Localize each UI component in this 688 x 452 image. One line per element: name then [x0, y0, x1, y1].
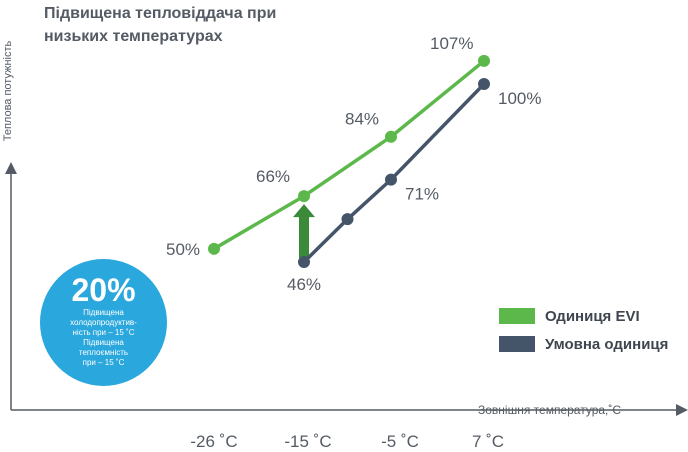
data-point — [478, 54, 490, 67]
data-label: 100% — [498, 89, 541, 108]
data-label: 71% — [405, 185, 439, 204]
x-tick-label: -5 ˚C — [381, 432, 419, 451]
legend-item-evi: Одиниця EVI — [499, 302, 668, 330]
percentage-badge: 20% Підвищена холодопродуктив- ність при… — [40, 259, 167, 386]
badge-value: 20% — [71, 272, 136, 308]
badge-text-line: при – 15 ˚C — [82, 358, 125, 367]
legend-item-conventional: Умовна одиниця — [499, 330, 668, 358]
data-label: 46% — [287, 275, 321, 294]
series-line-1 — [302, 82, 486, 264]
x-tick-label: -15 ˚C — [284, 432, 332, 451]
legend-label: Одиниця EVI — [545, 307, 640, 325]
legend-swatch — [499, 336, 535, 352]
y-axis-label: Теплова потужність — [2, 40, 14, 142]
data-point — [298, 190, 310, 203]
data-point — [298, 256, 310, 268]
chart-title: Підвищена тепловіддача при низьких темпе… — [44, 5, 277, 45]
badge-text-line: Підвищена — [83, 338, 124, 347]
badge-text-line: Підвищена — [83, 308, 124, 317]
data-label: 107% — [430, 34, 473, 53]
x-tick-label: -26 ˚C — [190, 432, 238, 451]
data-point — [341, 213, 354, 226]
data-point — [478, 78, 490, 90]
data-label: 66% — [256, 167, 290, 186]
legend: Одиниця EVI Умовна одиниця — [499, 302, 668, 358]
badge-text-line: холодопродуктив- — [70, 318, 137, 327]
x-axis-label: Зовнішня температура,˚C — [478, 403, 622, 417]
data-point — [385, 173, 397, 186]
badge-text-line: теплоємність — [78, 348, 129, 357]
legend-swatch — [499, 308, 535, 324]
data-label: 84% — [345, 110, 379, 129]
x-tick-label: 7 ˚C — [471, 432, 505, 451]
improvement-arrow-head — [293, 204, 315, 218]
badge-text-line: ність при – 15 ˚C — [72, 328, 135, 337]
series-line-0 — [213, 59, 486, 251]
data-label: 50% — [166, 240, 200, 259]
improvement-arrow-shaft — [299, 216, 309, 258]
data-point — [208, 242, 220, 255]
data-point — [385, 130, 397, 143]
legend-label: Умовна одиниця — [545, 335, 669, 353]
